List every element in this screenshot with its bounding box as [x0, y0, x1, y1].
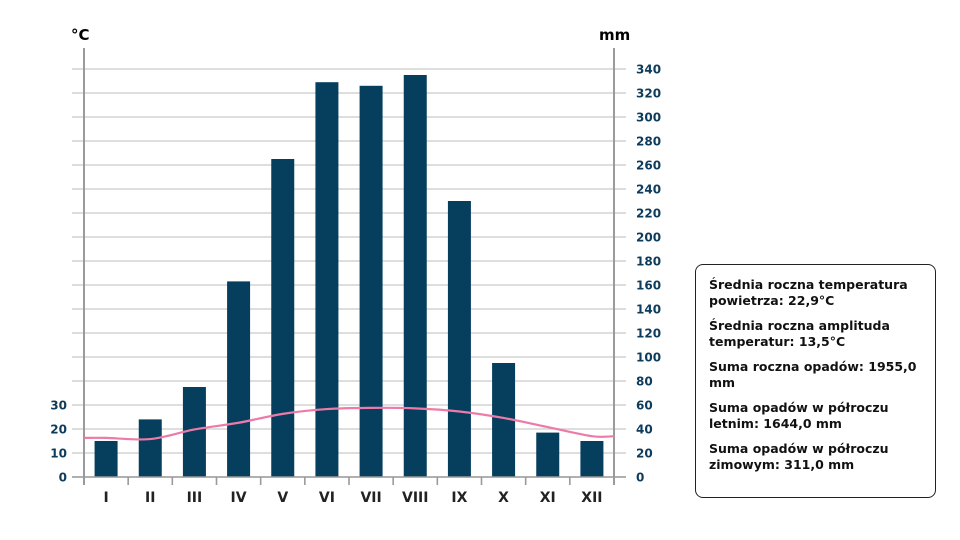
summary-mean-temperature: Średnia roczna temperatura powietrza: 22…	[709, 277, 908, 308]
summary-temperature-amplitude: Średnia roczna amplituda temperatur: 13,…	[709, 318, 890, 349]
precipitation-bar	[315, 82, 339, 477]
precipitation-tick-label: 120	[636, 327, 661, 341]
precipitation-bar	[138, 419, 162, 477]
precipitation-axis-ticks: 0 20 40 60 80 100 120 140 160 180 200 220 240 260 280 3…	[636, 63, 661, 485]
precipitation-bar	[182, 387, 206, 477]
axes	[72, 48, 626, 485]
precipitation-tick-label: 220	[636, 207, 661, 221]
precipitation-bar	[359, 85, 383, 478]
month-label: XI	[540, 490, 556, 506]
precipitation-bar	[447, 201, 471, 477]
month-label: VI	[319, 490, 335, 506]
month-label: V	[277, 490, 288, 506]
precipitation-bar	[403, 75, 427, 477]
month-label: II	[145, 490, 155, 506]
month-label: I	[103, 490, 108, 506]
grid-lines	[72, 68, 626, 478]
precipitation-tick-label: 80	[636, 375, 653, 389]
month-label: IV	[231, 490, 247, 506]
month-label: IX	[451, 490, 467, 506]
precipitation-tick-label: 340	[636, 63, 661, 77]
precipitation-tick-label: 160	[636, 279, 661, 293]
month-label: VIII	[402, 490, 428, 506]
precipitation-tick-label: 60	[636, 399, 653, 413]
precipitation-tick-label: 0	[636, 471, 644, 485]
month-label: XII	[581, 490, 602, 506]
precipitation-bar	[580, 441, 604, 477]
left-axis-unit: °C	[71, 26, 90, 44]
precipitation-tick-label: 280	[636, 135, 661, 149]
temperature-tick-label: 10	[50, 447, 67, 461]
precipitation-tick-label: 300	[636, 111, 661, 125]
precipitation-tick-label: 260	[636, 159, 661, 173]
month-labels: I II III IV V VI VII VIII IX X XI XII	[103, 490, 602, 506]
climate-summary-box: Średnia roczna temperatura powietrza: 22…	[695, 264, 936, 498]
temperature-line	[83, 406, 615, 441]
precipitation-bar	[492, 363, 516, 477]
precipitation-tick-label: 20	[636, 447, 653, 461]
temperature-tick-label: 0	[59, 471, 67, 485]
precipitation-tick-label: 240	[636, 183, 661, 197]
right-axis-unit: mm	[599, 26, 630, 44]
precipitation-tick-label: 200	[636, 231, 661, 245]
precipitation-bar	[227, 281, 251, 477]
precipitation-bar	[94, 441, 118, 477]
precipitation-bars	[94, 75, 604, 478]
month-label: X	[498, 490, 509, 506]
precipitation-tick-label: 40	[636, 423, 653, 437]
temperature-tick-label: 20	[50, 423, 67, 437]
summary-annual-precipitation: Suma roczna opadów: 1955,0 mm	[709, 359, 917, 390]
summary-winter-precipitation: Suma opadów w półroczu zimowym: 311,0 mm	[709, 441, 889, 472]
temperature-axis-ticks: 0 10 20 30	[50, 399, 67, 485]
temperature-tick-label: 30	[50, 399, 67, 413]
precipitation-bar	[271, 159, 295, 477]
precipitation-tick-label: 140	[636, 303, 661, 317]
summary-summer-precipitation: Suma opadów w półroczu letnim: 1644,0 mm	[709, 400, 889, 431]
precipitation-tick-label: 180	[636, 255, 661, 269]
precipitation-bar	[536, 432, 560, 477]
precipitation-tick-label: 100	[636, 351, 661, 365]
month-label: VII	[360, 490, 381, 506]
precipitation-tick-label: 320	[636, 87, 661, 101]
month-label: III	[187, 490, 203, 506]
